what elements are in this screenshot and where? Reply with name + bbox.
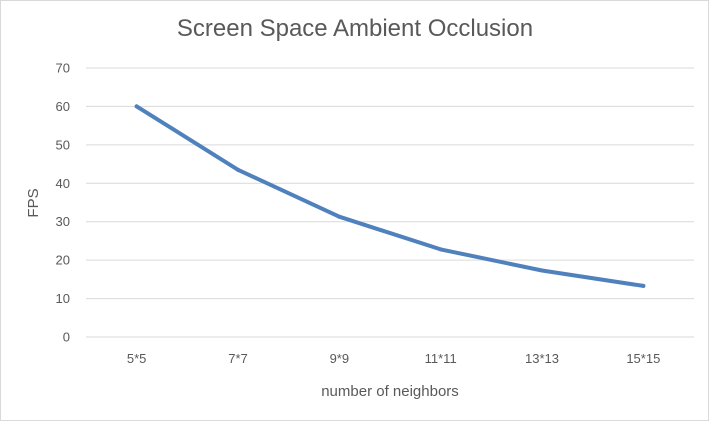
y-tick-label: 70 — [56, 61, 70, 76]
x-tick-label: 15*15 — [626, 351, 660, 366]
y-tick-label: 60 — [56, 99, 70, 114]
data-point-15*15 — [641, 283, 646, 288]
x-tick-label: 9*9 — [330, 351, 350, 366]
x-axis-ticks: 5*5 7*7 9*9 11*11 13*13 15*15 — [127, 351, 660, 366]
data-point-5*5 — [134, 104, 139, 109]
gridlines — [86, 67, 694, 338]
data-point-11*11 — [438, 247, 443, 252]
y-axis-label: FPS — [25, 188, 42, 217]
x-tick-label: 7*7 — [228, 351, 248, 366]
y-tick-label: 20 — [56, 253, 70, 268]
series-layer — [134, 104, 646, 288]
y-tick-label: 10 — [56, 291, 70, 306]
y-axis-ticks: 0 10 20 30 40 50 60 70 — [56, 61, 70, 345]
series-line — [134, 104, 646, 288]
data-point-9*9 — [337, 214, 342, 219]
data-point-13*13 — [540, 268, 544, 273]
y-tick-label: 0 — [63, 330, 70, 345]
x-tick-label: 13*13 — [525, 351, 559, 366]
x-tick-label: 5*5 — [127, 351, 147, 366]
data-point-7*7 — [236, 167, 240, 172]
y-tick-label: 30 — [56, 214, 70, 229]
y-tick-label: 50 — [56, 137, 70, 152]
x-tick-label: 11*11 — [425, 351, 457, 366]
x-axis-label: number of neighbors — [321, 383, 459, 400]
chart-title: Screen Space Ambient Occlusion — [177, 15, 533, 42]
y-tick-label: 40 — [56, 176, 70, 191]
